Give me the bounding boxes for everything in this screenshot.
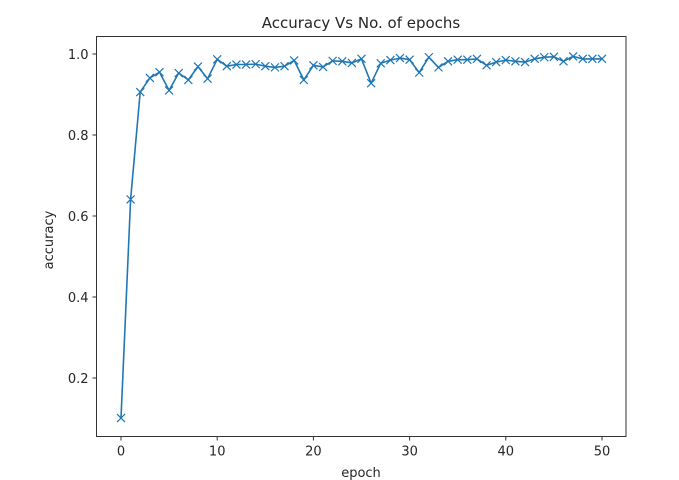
x-marker-icon	[241, 60, 251, 69]
x-marker-icon	[318, 62, 328, 72]
x-tick-label: 10	[209, 445, 226, 460]
x-marker-icon	[126, 194, 136, 204]
x-marker-icon	[174, 68, 184, 78]
x-marker-icon	[539, 52, 549, 62]
x-marker-icon	[462, 55, 472, 65]
x-marker-icon	[597, 54, 607, 64]
y-tick-label: 1.0	[68, 48, 89, 63]
x-marker-icon	[578, 54, 588, 64]
x-marker-icon	[203, 74, 213, 84]
x-marker-icon	[357, 54, 366, 64]
x-marker-icon	[453, 55, 463, 65]
x-marker-icon	[482, 60, 491, 70]
x-tick-label: 50	[594, 445, 611, 460]
data-series	[116, 52, 607, 423]
chart-title: Accuracy Vs No. of epochs	[262, 14, 461, 32]
x-marker-icon	[587, 54, 597, 64]
x-marker-icon	[347, 58, 357, 68]
x-marker-icon	[395, 53, 405, 63]
x-marker-icon	[135, 87, 145, 97]
axes-frame	[96, 36, 627, 437]
y-axis: 0.2 0.4 0.6 0.8 1.0	[68, 48, 97, 387]
x-marker-icon	[280, 61, 289, 71]
x-marker-icon	[472, 54, 482, 64]
x-marker-icon	[520, 57, 530, 67]
x-marker-icon	[366, 78, 376, 88]
x-marker-icon	[376, 58, 386, 68]
x-marker-icon	[299, 75, 309, 85]
x-marker-icon	[568, 52, 578, 61]
x-axis-label: epoch	[341, 466, 381, 480]
x-marker-icon	[405, 55, 415, 65]
x-tick-label: 20	[305, 445, 322, 460]
x-marker-icon	[424, 52, 434, 62]
x-marker-icon	[308, 60, 318, 70]
x-marker-icon	[530, 54, 540, 64]
x-marker-icon	[116, 413, 126, 423]
x-marker-icon	[145, 73, 155, 83]
x-marker-icon	[183, 75, 193, 85]
x-marker-icon	[164, 86, 174, 95]
x-marker-icon	[251, 59, 261, 69]
x-tick-label: 40	[498, 445, 515, 460]
y-tick-label: 0.6	[68, 210, 89, 225]
x-marker-icon	[270, 62, 280, 72]
y-tick-label: 0.4	[68, 291, 89, 306]
x-marker-icon	[385, 55, 395, 65]
x-marker-icon	[193, 62, 203, 71]
x-marker-icon	[414, 68, 424, 78]
y-tick-label: 0.2	[68, 372, 89, 387]
x-marker-icon	[434, 62, 443, 72]
x-marker-icon	[491, 57, 501, 67]
x-axis: 0 10 20 30 40 50	[117, 436, 611, 460]
x-tick-label: 30	[401, 445, 418, 460]
x-marker-icon	[155, 67, 164, 77]
x-tick-label: 0	[117, 445, 125, 460]
x-marker-icon	[212, 54, 222, 64]
x-marker-icon	[222, 61, 232, 71]
x-marker-icon	[443, 56, 453, 66]
x-marker-icon	[289, 56, 299, 65]
y-axis-label: accuracy	[42, 210, 57, 269]
x-marker-icon	[328, 56, 338, 66]
x-marker-icon	[501, 55, 511, 65]
y-tick-label: 0.8	[68, 129, 89, 144]
x-marker-icon	[232, 60, 241, 69]
x-marker-icon	[559, 56, 568, 66]
x-marker-icon	[260, 61, 270, 71]
x-marker-icon	[510, 56, 520, 66]
x-marker-icon	[549, 52, 559, 62]
x-marker-icon	[337, 56, 347, 66]
